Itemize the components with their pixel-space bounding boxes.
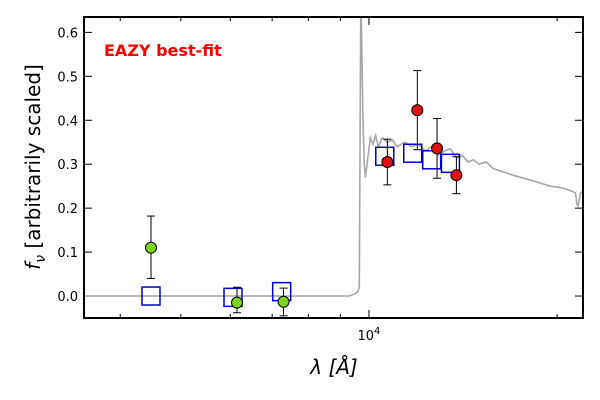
observed-flux-point: [231, 296, 244, 309]
observed-flux-point: [431, 142, 444, 155]
annotation-label: EAZY best-fit: [104, 41, 222, 60]
y-tick-label: 0.3: [57, 158, 78, 173]
observed-flux-point: [450, 169, 463, 182]
y-tick-label: 0.5: [57, 70, 78, 85]
x-tick-label-exponent: 4: [374, 326, 380, 337]
x-tick-label-base: 10: [358, 329, 375, 344]
y-axis-label: fν [arbitrarily scaled]: [21, 64, 49, 270]
model-flux-square: [440, 153, 461, 174]
y-tick-label: 0.4: [57, 114, 78, 129]
y-axis-label-subscript: ν: [33, 255, 49, 263]
y-tick-label: 0.0: [57, 290, 78, 305]
x-axis-label: λ [Å]: [309, 355, 357, 379]
observed-flux-point: [411, 104, 424, 117]
plot-frame: [83, 16, 584, 319]
y-tick-label: 0.1: [57, 246, 78, 261]
model-flux-square: [402, 143, 423, 163]
observed-flux-point: [277, 295, 290, 308]
y-tick-label: 0.2: [57, 202, 78, 217]
y-tick-label: 0.6: [57, 26, 78, 41]
y-axis-label-symbol: f: [21, 260, 45, 270]
y-axis-label-text: [arbitrarily scaled]: [21, 64, 45, 255]
plot-area: [84, 17, 583, 317]
x-tick-label: 104: [358, 326, 381, 344]
observed-flux-point: [381, 156, 394, 169]
observed-flux-point: [145, 241, 158, 254]
model-flux-square: [141, 286, 161, 306]
